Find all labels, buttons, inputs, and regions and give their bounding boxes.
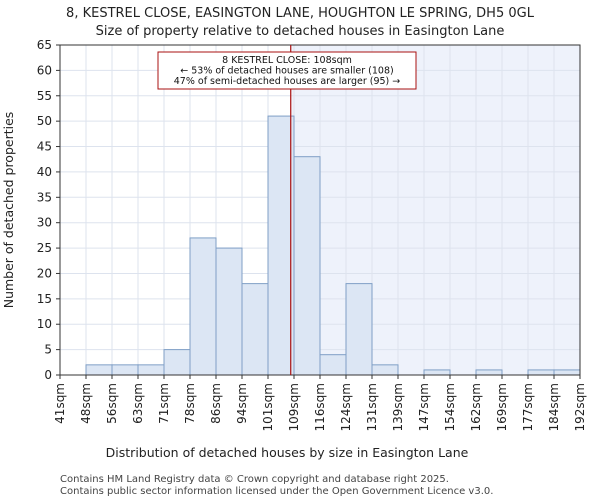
x-tick-label-139sqm: 139sqm	[391, 383, 405, 431]
x-axis-label: Distribution of detached houses by size …	[106, 445, 469, 460]
bar-109sqm	[293, 156, 321, 376]
bar-86sqm	[215, 247, 243, 376]
x-tick-label-147sqm: 147sqm	[417, 383, 431, 431]
y-tick-label: 55	[37, 89, 52, 103]
x-tick-label-154sqm: 154sqm	[443, 383, 457, 431]
x-tick-label-116sqm: 116sqm	[313, 383, 327, 431]
x-tick-label-78sqm: 78sqm	[183, 383, 197, 424]
y-tick-label: 40	[37, 165, 52, 179]
bar-101sqm	[267, 115, 295, 376]
x-tick-label-124sqm: 124sqm	[339, 383, 353, 431]
annotation-box	[157, 51, 417, 90]
x-tick-label-48sqm: 48sqm	[79, 383, 93, 424]
y-tick-label: 65	[37, 38, 52, 52]
footer-line-1: Contains HM Land Registry data © Crown c…	[60, 474, 449, 485]
bar-124sqm	[345, 283, 373, 376]
x-tick-label-162sqm: 162sqm	[469, 383, 483, 431]
x-tick-label-177sqm: 177sqm	[521, 383, 535, 431]
y-tick-label: 30	[37, 216, 52, 230]
bar-116sqm	[319, 354, 347, 376]
x-tick-label-71sqm: 71sqm	[157, 383, 171, 424]
chart-title: 8, KESTREL CLOSE, EASINGTON LANE, HOUGHT…	[66, 6, 535, 21]
bar-131sqm	[371, 364, 399, 376]
bar-78sqm	[189, 237, 217, 376]
plot-area: 0 5 10 15 20 25 30 35 40 45 50 55 60 65 41sqm 48sqm 56sq…	[37, 38, 587, 431]
highlight-region	[290, 45, 580, 375]
chart-subtitle: Size of property relative to detached ho…	[96, 24, 505, 39]
bar-147sqm	[423, 369, 451, 376]
y-tick-label: 20	[37, 266, 52, 280]
bar-94sqm	[241, 283, 269, 376]
x-tick-label-94sqm: 94sqm	[235, 383, 249, 424]
y-tick-label: 60	[37, 63, 52, 77]
y-tick-label: 0	[44, 368, 52, 382]
x-tick-label-192sqm: 192sqm	[573, 383, 587, 431]
annotation-line-2: ← 53% of detached houses are smaller (10…	[180, 66, 393, 77]
footer-line-2: Contains public sector information licen…	[60, 486, 493, 497]
bar-71sqm	[163, 349, 191, 376]
y-axis-label: Number of detached properties	[1, 112, 16, 309]
x-tick-label-184sqm: 184sqm	[547, 383, 561, 431]
annotation-line-1: 8 KESTREL CLOSE: 108sqm	[222, 55, 352, 66]
y-tick-label: 25	[37, 241, 52, 255]
bar-184sqm	[553, 369, 581, 376]
y-tick-label: 35	[37, 190, 52, 204]
x-tick-label-169sqm: 169sqm	[495, 383, 509, 431]
bar-56sqm	[111, 364, 139, 376]
x-tick-label-63sqm: 63sqm	[131, 383, 145, 424]
annotation-line-3: 47% of semi-detached houses are larger (…	[174, 76, 401, 87]
y-tick-label: 50	[37, 114, 52, 128]
y-tick-label: 45	[37, 140, 52, 154]
x-tick-label-86sqm: 86sqm	[209, 383, 223, 424]
y-tick-label: 15	[37, 292, 52, 306]
x-tick-label-56sqm: 56sqm	[105, 383, 119, 424]
bar-63sqm	[137, 364, 165, 376]
bar-48sqm	[85, 364, 113, 376]
y-tick-label: 10	[37, 317, 52, 331]
y-tick-label: 5	[44, 343, 52, 357]
x-tick-label-131sqm: 131sqm	[365, 383, 379, 431]
x-tick-label-109sqm: 109sqm	[287, 383, 301, 431]
bar-177sqm	[527, 369, 555, 376]
bar-162sqm	[475, 369, 503, 376]
x-tick-label-101sqm: 101sqm	[261, 383, 275, 431]
x-tick-label-41sqm: 41sqm	[53, 383, 67, 424]
